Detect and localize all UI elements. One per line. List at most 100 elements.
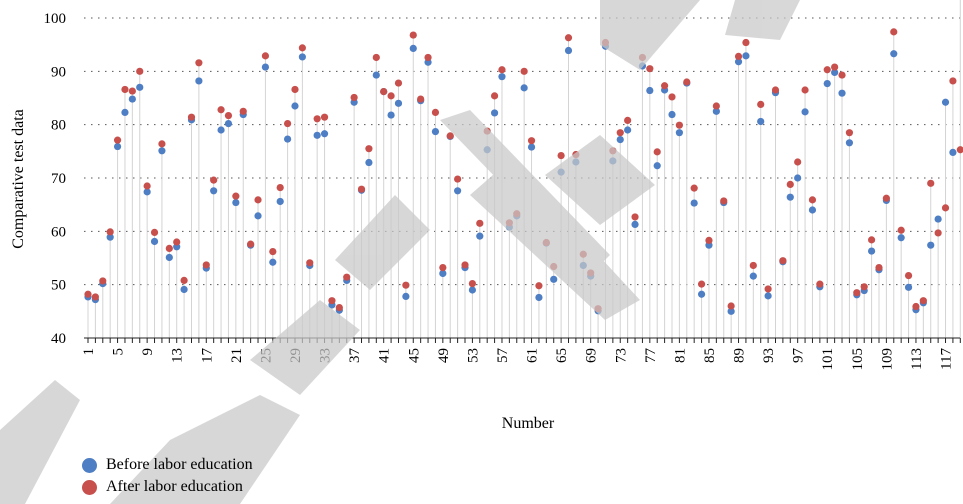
data-point xyxy=(564,46,573,55)
legend-marker-after xyxy=(82,479,97,495)
data-point xyxy=(232,192,240,200)
data-point xyxy=(350,93,358,102)
data-point xyxy=(683,78,691,86)
data-point xyxy=(668,93,676,101)
data-point xyxy=(232,198,240,207)
data-point xyxy=(697,280,706,288)
data-point xyxy=(579,250,587,258)
data-point xyxy=(217,106,225,114)
data-point xyxy=(150,228,159,236)
data-point xyxy=(941,98,950,106)
data-point xyxy=(934,229,942,237)
data-point xyxy=(328,297,336,305)
data-point xyxy=(786,180,794,188)
data-point xyxy=(195,77,203,85)
data-point xyxy=(261,63,270,71)
data-point xyxy=(498,73,506,81)
data-point xyxy=(572,158,580,166)
data-point xyxy=(831,63,839,71)
data-point xyxy=(638,62,647,70)
data-point xyxy=(417,95,425,103)
data-point xyxy=(579,261,587,270)
data-point xyxy=(557,152,565,160)
data-point xyxy=(712,102,720,110)
data-point xyxy=(587,269,595,277)
x-tick-label: 69 xyxy=(584,348,600,363)
data-point xyxy=(727,307,735,315)
data-point xyxy=(468,280,477,288)
data-point xyxy=(106,228,114,236)
data-point xyxy=(527,143,536,151)
data-point xyxy=(431,128,440,136)
data-point xyxy=(298,53,306,61)
data-point xyxy=(128,87,136,95)
data-point xyxy=(210,176,218,184)
y-tick-label: 100 xyxy=(44,11,67,27)
x-tick-label: 13 xyxy=(170,348,186,363)
data-point xyxy=(757,117,765,126)
data-point xyxy=(941,204,950,212)
data-point xyxy=(661,82,669,90)
data-point xyxy=(690,184,698,192)
data-point xyxy=(535,282,543,290)
data-point xyxy=(210,187,218,195)
data-point xyxy=(291,102,299,110)
data-point xyxy=(550,262,558,271)
data-point xyxy=(742,38,750,47)
data-point xyxy=(727,302,735,310)
data-point xyxy=(919,297,927,305)
data-point xyxy=(283,120,292,128)
data-point xyxy=(757,100,765,108)
y-tick-label: 80 xyxy=(51,118,66,134)
data-point xyxy=(136,83,144,91)
data-point xyxy=(934,215,942,223)
x-tick-label: 81 xyxy=(672,348,688,363)
data-point xyxy=(365,158,373,167)
data-point xyxy=(276,184,284,192)
x-tick-label: 29 xyxy=(288,348,304,363)
data-point xyxy=(143,182,151,190)
data-point xyxy=(668,110,676,119)
data-point xyxy=(394,79,403,87)
legend-label-after: After labor education xyxy=(106,478,243,495)
data-point xyxy=(764,292,772,300)
data-point xyxy=(143,188,151,196)
data-point xyxy=(816,280,824,288)
data-point xyxy=(461,261,469,269)
data-point xyxy=(609,147,617,155)
y-tick-label: 40 xyxy=(51,331,66,347)
data-point xyxy=(468,286,477,294)
data-point xyxy=(831,68,839,76)
data-point xyxy=(631,213,639,221)
drop-lines xyxy=(87,0,961,338)
x-tick-labels: 1 5 9 13 17 21 25 29 33 37 41 45 49 53 57 61 65 69 73 77 81 8… xyxy=(81,348,955,371)
data-point xyxy=(624,126,632,134)
data-point xyxy=(387,92,395,100)
data-point xyxy=(601,38,610,47)
x-tick-label: 93 xyxy=(761,348,777,363)
x-tick-label: 21 xyxy=(229,348,245,363)
data-point xyxy=(742,52,750,60)
data-point xyxy=(860,283,868,291)
data-point xyxy=(269,258,277,266)
data-point xyxy=(106,233,114,241)
data-point xyxy=(771,86,780,94)
data-point xyxy=(224,112,233,120)
data-point xyxy=(653,148,661,156)
data-point xyxy=(165,244,173,252)
data-point xyxy=(335,304,343,312)
data-point xyxy=(121,85,129,94)
data-point xyxy=(409,31,417,39)
data-point xyxy=(705,236,713,244)
data-point xyxy=(786,193,794,201)
data-point xyxy=(306,259,314,267)
data-point xyxy=(505,219,513,227)
data-point xyxy=(720,197,728,205)
data-point xyxy=(91,293,99,301)
data-point xyxy=(454,175,462,183)
data-point xyxy=(217,126,225,134)
x-tick-label: 53 xyxy=(465,348,481,363)
data-point xyxy=(550,275,558,283)
y-tick-label: 50 xyxy=(51,278,66,294)
data-point xyxy=(927,179,935,187)
